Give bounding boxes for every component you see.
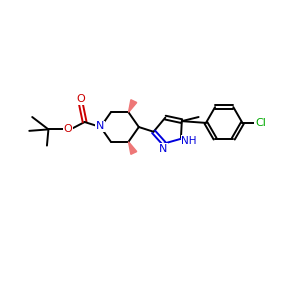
Text: Cl: Cl: [255, 118, 266, 128]
Text: O: O: [76, 94, 85, 104]
Text: N: N: [159, 143, 167, 154]
Text: NH: NH: [182, 136, 197, 146]
Polygon shape: [128, 142, 137, 154]
Polygon shape: [128, 100, 137, 112]
Text: O: O: [64, 124, 72, 134]
Text: N: N: [96, 122, 104, 131]
